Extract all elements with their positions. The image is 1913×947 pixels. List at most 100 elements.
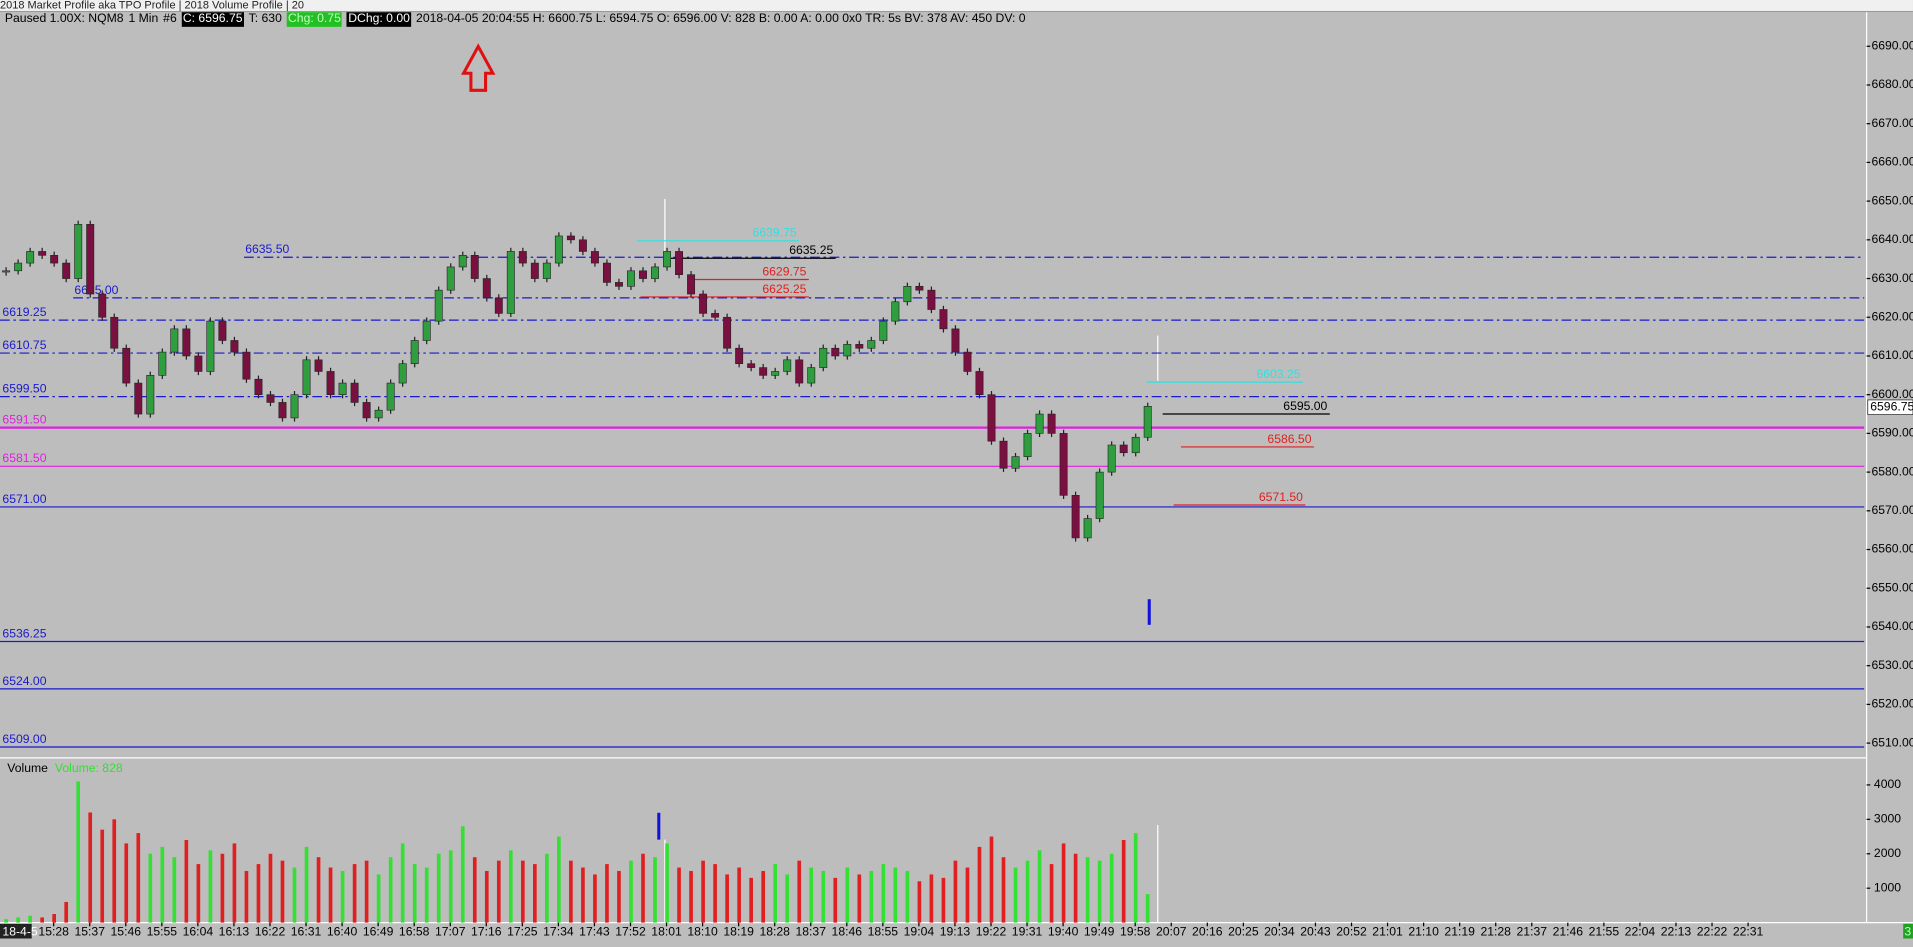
candle: [771, 371, 780, 376]
x-tick-label: 15:28: [38, 925, 69, 939]
candle: [699, 293, 708, 314]
candle: [62, 262, 71, 279]
volume-bar: [737, 867, 741, 923]
candle: [1131, 436, 1140, 454]
y-tick-label: 6590.00: [1871, 426, 1912, 440]
x-tick-label: 20:43: [1300, 925, 1331, 939]
x-tick-label: 20:25: [1228, 925, 1259, 939]
x-tick-label: 18:37: [796, 925, 827, 939]
candle: [398, 363, 407, 384]
x-tick-label: 17:43: [579, 925, 610, 939]
x-tick-label: 21:19: [1444, 925, 1475, 939]
volume-bar: [701, 860, 705, 923]
volume-bar: [196, 864, 201, 923]
x-tick-label: 18:10: [687, 925, 718, 939]
x-tick-label: 19:58: [1120, 925, 1151, 939]
x-tick-label: 20:07: [1156, 925, 1187, 939]
y-tick-label: 6510.00: [1871, 735, 1912, 749]
candle: [735, 347, 744, 365]
volume-bar: [436, 853, 441, 923]
candle: [266, 394, 275, 403]
corner-box: [1903, 923, 1913, 939]
y-tick-label: 6670.00: [1871, 116, 1912, 130]
candle: [314, 359, 323, 372]
candle: [711, 313, 720, 318]
candle: [795, 359, 804, 384]
x-tick-label: 16:13: [219, 925, 250, 939]
volume-bar: [989, 836, 994, 923]
volume-bar: [64, 901, 69, 923]
tab-strip[interactable]: 2018 Market Profile aka TPO Profile | 20…: [0, 0, 1913, 13]
volume-bar: [653, 857, 657, 923]
candle: [663, 251, 672, 268]
x-tick-label: 17:52: [615, 925, 646, 939]
status-mode: Paused 1.00X: NQM8: [4, 12, 124, 26]
corner-label: 3: [1904, 925, 1911, 939]
last-price-label: 6596.75: [1870, 399, 1913, 413]
candle: [458, 255, 467, 268]
candle: [494, 297, 503, 314]
candle: [554, 235, 563, 264]
volume-bar: [1037, 850, 1042, 923]
candle: [1059, 433, 1068, 496]
volume-bar: [521, 860, 525, 923]
candle: [578, 239, 587, 252]
segment-label: 6586.50: [1267, 432, 1311, 446]
candle: [843, 344, 852, 357]
candle: [2, 270, 11, 273]
volume-bar: [484, 870, 489, 923]
volume-bar: [797, 860, 802, 923]
x-tick-label: 20:34: [1264, 925, 1295, 939]
x-tick-label: 21:10: [1408, 925, 1439, 939]
volume-bar: [605, 864, 609, 923]
candle: [446, 266, 455, 291]
date-label: 18-4-5: [2, 925, 37, 939]
candle: [999, 440, 1008, 469]
candle: [434, 289, 443, 322]
x-tick-label: 19:22: [976, 925, 1007, 939]
level-label: 6635.50: [245, 242, 289, 256]
volume-bar: [1025, 860, 1030, 923]
candle: [975, 371, 984, 395]
candle: [927, 289, 936, 310]
segment-label: 6629.75: [762, 264, 806, 278]
volume-bar: [148, 853, 153, 923]
x-tick-label: 15:46: [111, 925, 142, 939]
volume-bar: [184, 839, 189, 923]
volume-bar: [28, 915, 32, 923]
y-tick-label: 6610.00: [1871, 348, 1912, 362]
volume-bar: [929, 874, 934, 923]
volume-bar: [256, 864, 261, 923]
background: [0, 12, 1913, 947]
x-tick-label: 18:55: [868, 925, 899, 939]
volume-tick-label: 1000: [1874, 880, 1901, 894]
volume-bar: [208, 850, 213, 923]
candle: [38, 251, 47, 256]
volume-bar: [749, 877, 753, 923]
volume-bar: [1001, 857, 1006, 923]
volume-bar: [100, 829, 105, 923]
status-dchg: DChg: 0.00: [346, 12, 412, 27]
volume-bar: [665, 843, 669, 923]
volume-bar: [593, 874, 597, 923]
candle: [627, 270, 635, 287]
x-tick-label: 15:55: [147, 925, 178, 939]
candle: [903, 285, 912, 303]
volume-bar: [1013, 867, 1018, 923]
candle: [1095, 471, 1104, 519]
volume-bar: [16, 917, 20, 923]
volume-bar: [641, 853, 645, 923]
candle: [302, 359, 311, 395]
x-tick-label: 21:28: [1480, 925, 1511, 939]
status-chg: Chg: 0.75: [286, 12, 343, 27]
x-tick-label: 22:13: [1661, 925, 1692, 939]
candle: [86, 224, 95, 295]
candle: [687, 274, 696, 295]
candle: [542, 262, 551, 279]
candle: [566, 235, 575, 241]
volume-bar: [773, 864, 778, 923]
level-label: 6610.75: [2, 338, 46, 352]
candle: [1035, 413, 1044, 434]
y-tick-label: 6650.00: [1871, 193, 1912, 207]
candle: [194, 355, 203, 372]
